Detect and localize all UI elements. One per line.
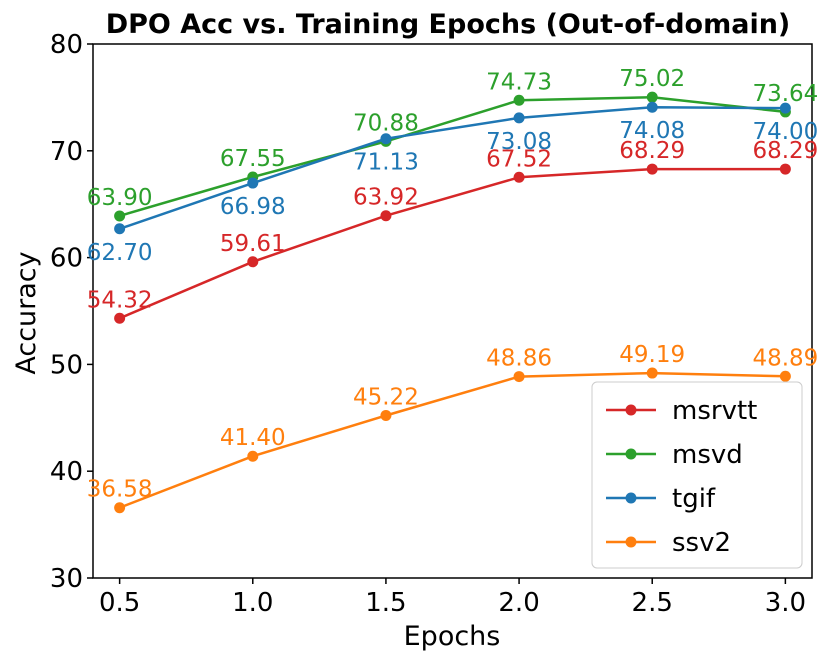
series-layer: 54.32 59.61 63.92 67.52 68.29 68.29 63.90 67.55… xyxy=(87,66,818,514)
data-label-msvd: 70.88 xyxy=(353,110,419,136)
legend-label-ssv2: ssv2 xyxy=(672,528,731,558)
data-point-msrvtt xyxy=(247,256,259,268)
data-point-tgif xyxy=(779,102,791,114)
data-point-msrvtt xyxy=(779,163,791,175)
data-point-tgif xyxy=(646,101,658,113)
data-point-ssv2 xyxy=(646,367,658,379)
legend-box xyxy=(591,381,803,569)
data-point-ssv2 xyxy=(380,409,392,421)
chart-title: DPO Acc vs. Training Epochs (Out-of-doma… xyxy=(106,9,791,40)
data-point-ssv2 xyxy=(247,450,259,462)
series-ssv2: 36.58 41.40 45.22 48.86 49.19 48.89 xyxy=(87,342,818,514)
legend-marker-tgif xyxy=(625,492,637,504)
legend-label-msrvtt: msrvtt xyxy=(672,396,757,426)
data-label-msrvtt: 59.61 xyxy=(220,231,286,257)
data-label-msrvtt: 67.52 xyxy=(486,146,552,172)
y-tick-label: 30 xyxy=(50,564,83,594)
x-tick-label: 2.5 xyxy=(632,588,673,618)
data-point-msvd xyxy=(646,91,658,103)
data-point-msvd xyxy=(114,210,126,222)
plot-area xyxy=(92,43,813,579)
y-tick-label: 70 xyxy=(50,137,83,167)
data-label-tgif: 62.70 xyxy=(87,240,153,266)
data-label-ssv2: 41.40 xyxy=(220,425,286,451)
data-label-msrvtt: 63.92 xyxy=(353,185,419,211)
data-label-tgif: 73.08 xyxy=(486,129,552,155)
data-point-ssv2 xyxy=(513,371,525,383)
x-axis: 0.5 1.0 1.5 2.0 2.5 3.0 xyxy=(99,578,806,618)
series-line-msrvtt xyxy=(119,167,786,320)
data-point-ssv2 xyxy=(779,370,791,382)
legend-marker-msvd xyxy=(625,448,637,460)
data-label-tgif: 71.13 xyxy=(353,150,419,176)
x-axis-label: Epochs xyxy=(404,621,501,652)
legend-marker-ssv2 xyxy=(625,536,637,548)
data-point-msrvtt xyxy=(114,312,126,324)
series-line-msvd xyxy=(119,95,786,218)
x-tick-label: 0.5 xyxy=(99,588,140,618)
data-point-msrvtt xyxy=(513,171,525,183)
plot-frame xyxy=(92,43,813,579)
y-tick-label: 80 xyxy=(50,30,83,60)
data-label-msvd: 67.55 xyxy=(220,146,286,172)
data-label-msvd: 75.02 xyxy=(619,66,685,92)
data-point-tgif xyxy=(513,112,525,124)
data-label-ssv2: 45.22 xyxy=(353,384,419,410)
data-point-msrvtt xyxy=(380,210,392,222)
data-point-msvd xyxy=(513,94,525,106)
y-axis: 30 40 50 60 70 80 xyxy=(50,30,93,594)
x-tick-label: 3.0 xyxy=(765,588,806,618)
data-label-tgif: 66.98 xyxy=(220,194,286,220)
data-point-tgif xyxy=(247,177,259,189)
data-label-ssv2: 48.86 xyxy=(486,346,552,372)
legend-label-msvd: msvd xyxy=(672,440,743,470)
x-tick-label: 2.0 xyxy=(498,588,539,618)
legend-marker-msrvtt xyxy=(625,404,637,416)
data-label-msvd: 63.90 xyxy=(87,185,153,211)
data-point-msrvtt xyxy=(646,163,658,175)
y-tick-label: 40 xyxy=(50,457,83,487)
x-tick-label: 1.5 xyxy=(365,588,406,618)
legend-label-tgif: tgif xyxy=(672,484,716,514)
data-label-msrvtt: 54.32 xyxy=(87,287,153,313)
data-label-msrvtt: 68.29 xyxy=(752,138,818,164)
series-line-tgif xyxy=(119,105,786,230)
data-point-tgif xyxy=(114,223,126,235)
y-tick-label: 50 xyxy=(50,350,83,380)
data-label-ssv2: 49.19 xyxy=(619,342,685,368)
data-point-ssv2 xyxy=(114,502,126,514)
x-tick-label: 1.0 xyxy=(232,588,273,618)
data-label-ssv2: 36.58 xyxy=(87,477,153,503)
data-label-msvd: 74.73 xyxy=(486,69,552,95)
data-label-msrvtt: 68.29 xyxy=(619,138,685,164)
y-tick-label: 60 xyxy=(50,244,83,274)
series-tgif: 62.70 66.98 71.13 73.08 74.08 74.00 xyxy=(87,101,818,266)
y-axis-label: Accuracy xyxy=(11,251,42,374)
series-line-ssv2 xyxy=(119,371,786,509)
data-label-tgif: 74.00 xyxy=(752,119,818,145)
legend: msrvtt msvd tgif ssv2 xyxy=(591,381,803,569)
data-point-tgif xyxy=(380,133,392,145)
data-label-ssv2: 48.89 xyxy=(752,345,818,371)
series-msrvtt: 54.32 59.61 63.92 67.52 68.29 68.29 xyxy=(87,138,818,324)
data-label-tgif: 74.08 xyxy=(619,118,685,144)
